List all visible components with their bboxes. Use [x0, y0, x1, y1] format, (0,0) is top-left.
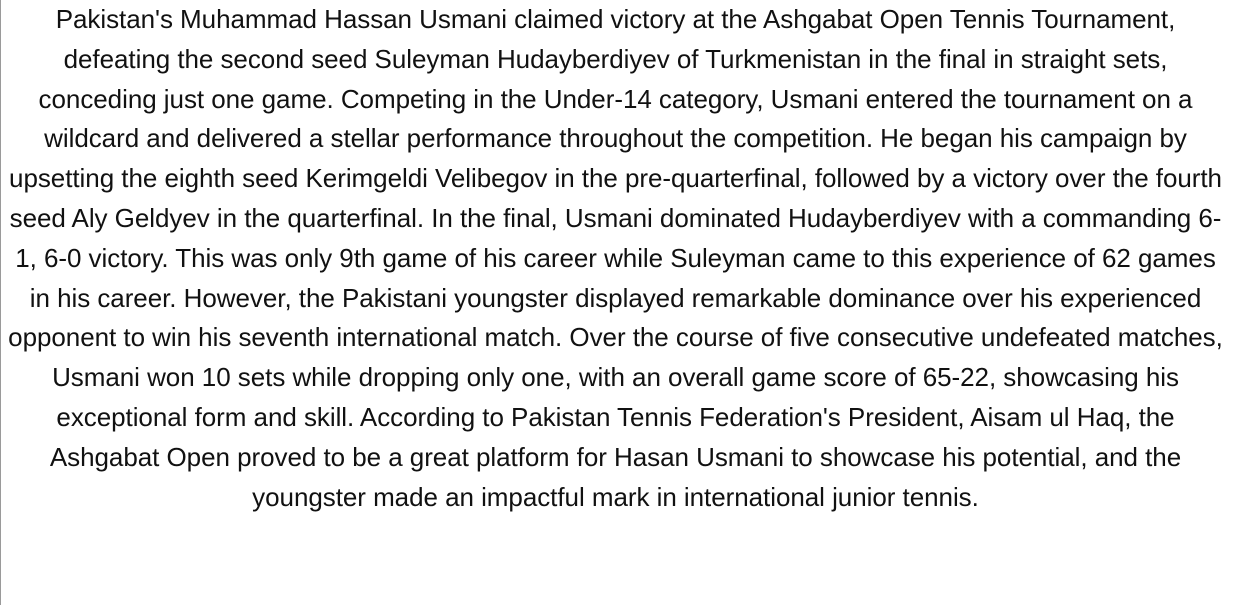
article-paragraph: Pakistan's Muhammad Hassan Usmani claime…: [8, 4, 1223, 512]
